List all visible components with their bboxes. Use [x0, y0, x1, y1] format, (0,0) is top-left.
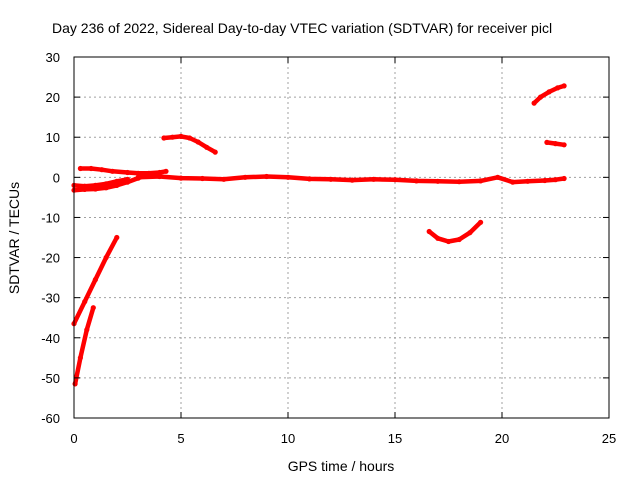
data-point	[525, 178, 531, 184]
x-tick-label: 25	[602, 431, 616, 446]
data-point	[204, 144, 210, 150]
data-point	[306, 176, 312, 182]
x-tick-label: 15	[388, 431, 402, 446]
data-point	[555, 85, 561, 91]
data-point	[561, 175, 567, 182]
y-tick-label: -40	[41, 331, 60, 346]
data-point	[187, 135, 193, 141]
data-point	[510, 179, 516, 185]
data-point	[90, 305, 96, 311]
y-tick-label: -20	[41, 251, 60, 266]
data-point	[161, 135, 167, 141]
chart-title: Day 236 of 2022, Sidereal Day-to-day VTE…	[52, 20, 552, 36]
data-point	[456, 236, 462, 243]
data-point	[371, 176, 377, 182]
x-tick-label: 10	[281, 431, 295, 446]
data-point	[285, 174, 291, 180]
data-point	[242, 174, 248, 180]
y-axis-label: SDTVAR / TECUs	[6, 182, 22, 294]
data-point	[552, 141, 559, 147]
x-axis-label: GPS time / hours	[288, 458, 395, 474]
data-point	[124, 169, 131, 176]
data-point	[163, 168, 169, 174]
data-point	[552, 177, 559, 183]
data-point	[544, 139, 550, 145]
y-tick-label: -30	[41, 291, 60, 306]
y-tick-label: 30	[46, 50, 60, 65]
data-point	[103, 185, 109, 191]
series-line-2	[72, 307, 96, 385]
y-tick-label: -50	[41, 371, 60, 386]
data-point	[92, 277, 98, 283]
data-point	[561, 83, 567, 89]
data-point	[77, 355, 83, 361]
data-point	[178, 133, 184, 139]
data-point	[445, 238, 452, 245]
y-tick-label: 10	[46, 130, 60, 145]
data-point	[199, 175, 205, 182]
data-point	[435, 178, 441, 184]
y-tick-label: 20	[46, 90, 60, 105]
data-point	[413, 178, 419, 184]
data-point	[84, 327, 90, 333]
data-point	[103, 255, 109, 261]
data-point	[212, 149, 218, 155]
data-point	[426, 228, 432, 235]
data-point	[72, 381, 78, 387]
data-point	[114, 234, 120, 241]
data-point	[82, 183, 88, 189]
data-point	[349, 177, 355, 183]
data-point	[546, 89, 552, 95]
data-point	[561, 142, 567, 148]
data-point	[103, 181, 109, 187]
data-point	[77, 165, 83, 172]
tick-layer: 0 5 10 15 20 25 30 20 10 0 -10 -20 -30 -40 -50 -60	[41, 50, 616, 446]
y-tick-label: 0	[53, 170, 60, 185]
data-point	[542, 177, 548, 184]
data-point	[124, 176, 131, 182]
plot-frame	[73, 56, 610, 419]
x-tick-label: 0	[70, 431, 77, 446]
data-point	[157, 173, 163, 180]
series-layer	[71, 83, 567, 387]
data-point	[135, 170, 141, 176]
data-point	[478, 178, 484, 184]
x-tick-label: 5	[177, 431, 184, 446]
data-point	[195, 139, 201, 145]
data-point	[531, 100, 537, 106]
data-point	[328, 176, 334, 182]
y-tick-label: -60	[41, 411, 60, 426]
grid-layer	[74, 57, 609, 418]
data-point	[169, 134, 175, 140]
data-point	[495, 174, 501, 180]
data-point	[264, 173, 270, 180]
data-point	[537, 94, 544, 100]
data-point	[114, 182, 120, 188]
data-point	[157, 169, 163, 176]
data-point	[88, 165, 94, 172]
data-point	[92, 182, 98, 188]
data-point	[99, 167, 105, 173]
data-point	[114, 178, 120, 184]
x-tick-label: 20	[495, 431, 509, 446]
data-point	[178, 175, 184, 181]
data-point	[467, 230, 473, 236]
data-point	[435, 235, 441, 241]
data-point	[478, 219, 484, 225]
data-point	[82, 299, 88, 305]
data-point	[456, 179, 462, 185]
data-point	[392, 177, 398, 183]
y-tick-label: -10	[41, 210, 60, 225]
data-point	[109, 168, 116, 174]
data-point	[135, 174, 141, 180]
data-point	[221, 176, 227, 182]
